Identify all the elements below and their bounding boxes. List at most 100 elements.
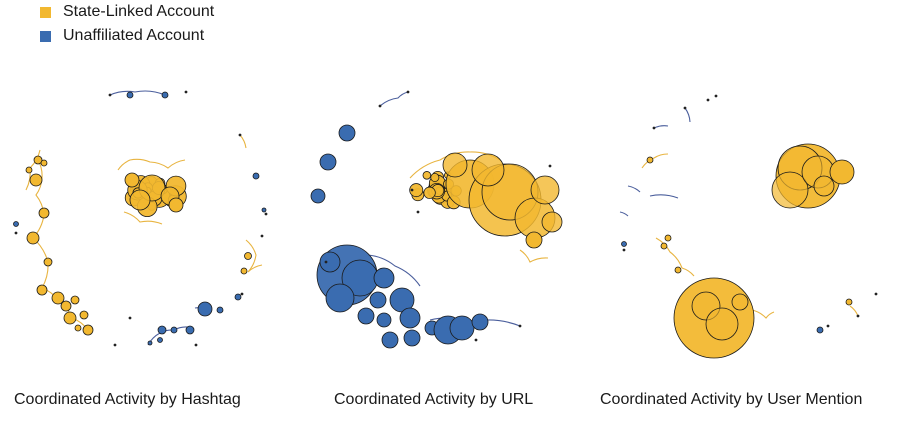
node-unaffiliated [376, 312, 392, 328]
node-state [771, 171, 809, 209]
edge-endpoint [856, 314, 860, 318]
node-unaffiliated [197, 301, 213, 317]
node-unaffiliated [338, 124, 356, 142]
node-layer [13, 91, 855, 359]
edge-endpoint [238, 133, 242, 137]
edge-endpoint [14, 231, 18, 235]
edge-endpoint [683, 106, 687, 110]
edge-state [641, 153, 669, 169]
edge-endpoint [194, 343, 198, 347]
node-state [541, 211, 563, 233]
node-unaffiliated [357, 307, 375, 325]
node-unaffiliated [261, 207, 267, 213]
node-unaffiliated [381, 331, 399, 349]
node-state [25, 166, 33, 174]
node-unaffiliated [185, 325, 195, 335]
node-unaffiliated [234, 293, 242, 301]
node-state [51, 291, 65, 305]
node-unaffiliated [147, 340, 153, 346]
edge-state [32, 159, 89, 331]
node-state [530, 175, 560, 205]
edge-unaffiliated [379, 91, 409, 107]
legend-swatch-unaffiliated [40, 30, 51, 42]
node-unaffiliated [471, 313, 489, 331]
edge-state [519, 249, 549, 263]
node-state [845, 298, 853, 306]
edge-endpoint [406, 90, 410, 94]
node-state [660, 242, 668, 250]
node-state [124, 172, 140, 188]
edge-unaffiliated [649, 194, 679, 199]
edge-state [117, 158, 186, 171]
node-state [442, 152, 468, 178]
node-state [430, 172, 440, 182]
edge-endpoint [874, 292, 878, 296]
caption-user-mention: Coordinated Activity by User Mention [600, 391, 863, 408]
edge-unaffiliated [684, 107, 691, 123]
node-state [829, 159, 855, 185]
node-state [646, 156, 654, 164]
node-state [38, 207, 50, 219]
edge-endpoint [826, 324, 830, 328]
node-state [471, 153, 505, 187]
edge-endpoint [518, 324, 522, 328]
caption-hashtag: Coordinated Activity by Hashtag [14, 391, 241, 408]
node-state [168, 197, 184, 213]
edge-unaffiliated [653, 125, 669, 129]
node-unaffiliated [399, 307, 421, 329]
node-state [422, 171, 432, 180]
edge-endpoint [706, 98, 710, 102]
node-unaffiliated [373, 267, 395, 289]
node-state [129, 189, 151, 211]
node-state [36, 284, 48, 296]
node-unaffiliated [170, 326, 178, 334]
edge-endpoint [240, 292, 244, 296]
node-state [240, 267, 248, 275]
node-unaffiliated [126, 91, 134, 99]
network-graphs [13, 90, 878, 359]
caption-url: Coordinated Activity by URL [334, 391, 534, 408]
node-state [40, 159, 48, 167]
edge-state [245, 239, 263, 273]
node-unaffiliated [369, 291, 387, 309]
node-state [409, 183, 424, 198]
node-unaffiliated [161, 91, 169, 99]
node-state [525, 231, 543, 249]
edge-endpoint [474, 338, 478, 342]
node-unaffiliated [157, 337, 163, 343]
edge-endpoint [622, 248, 626, 252]
legend: State-Linked Account Unaffiliated Accoun… [40, 0, 214, 48]
node-state [43, 257, 53, 267]
node-unaffiliated [310, 188, 326, 204]
node-unaffiliated [13, 221, 19, 227]
node-state [29, 173, 43, 187]
edge-endpoint [260, 234, 264, 238]
edge-endpoint [108, 93, 112, 97]
node-state [63, 311, 77, 325]
legend-label-unaffiliated: Unaffiliated Account [63, 27, 205, 44]
node-state [423, 186, 436, 199]
edge-endpoint [548, 164, 552, 168]
edge-state [849, 305, 859, 317]
edge-endpoint [184, 90, 188, 94]
edge-endpoint [113, 343, 117, 347]
edge-endpoint [410, 188, 414, 192]
node-state [60, 300, 72, 312]
node-state [70, 295, 80, 305]
legend-swatch-state [40, 6, 51, 18]
node-state [79, 310, 89, 320]
edge-endpoint [652, 126, 656, 130]
edge-endpoint [264, 212, 268, 216]
edge-unaffiliated [109, 90, 166, 96]
node-unaffiliated [157, 325, 167, 335]
edge-unaffiliated [619, 211, 629, 217]
legend-item-unaffiliated: Unaffiliated Account [40, 24, 214, 48]
endpoint-layer [14, 90, 878, 347]
node-state [26, 231, 40, 245]
node-state [731, 293, 749, 311]
edge-unaffiliated [627, 185, 641, 193]
node-unaffiliated [319, 153, 337, 171]
node-state [813, 175, 835, 197]
edge-endpoint [714, 94, 718, 98]
edge-endpoint [416, 210, 420, 214]
